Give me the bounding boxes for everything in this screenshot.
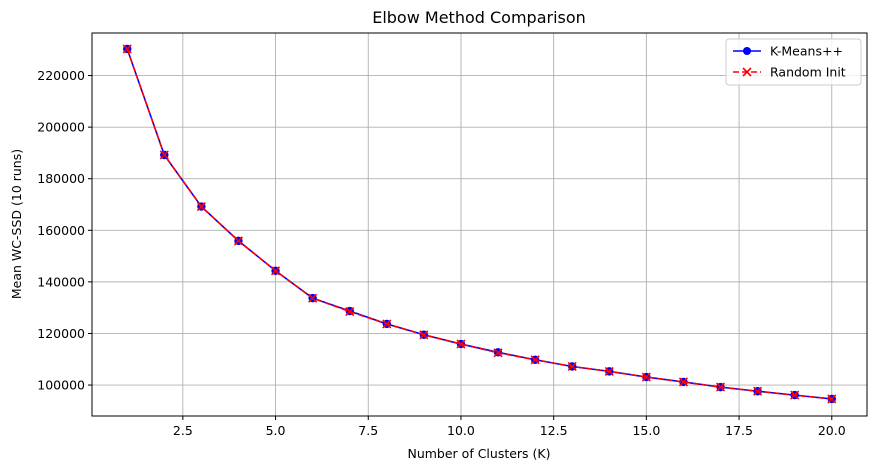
x-tick-label: 7.5 xyxy=(358,423,378,438)
plot-area xyxy=(92,33,867,416)
y-tick-label: 100000 xyxy=(37,378,85,393)
data-point xyxy=(790,390,800,400)
x-tick-label: 5.0 xyxy=(266,423,286,438)
series-random-init xyxy=(122,44,837,404)
legend: K-Means++ Random Init xyxy=(725,38,862,86)
data-point xyxy=(753,386,763,396)
y-tick-label: 220000 xyxy=(37,68,85,83)
data-point xyxy=(196,202,206,212)
data-point xyxy=(456,339,466,349)
data-point xyxy=(308,293,318,303)
y-tick-label: 160000 xyxy=(37,223,85,238)
series-layer xyxy=(122,44,837,404)
x-tick-label: 2.5 xyxy=(173,423,193,438)
data-point xyxy=(493,348,503,358)
data-point xyxy=(827,394,837,404)
legend-label-random: Random Init xyxy=(770,65,846,80)
data-point xyxy=(382,319,392,329)
data-point xyxy=(419,330,429,340)
data-point xyxy=(715,382,726,392)
legend-entry-random: Random Init xyxy=(733,65,846,80)
data-point xyxy=(530,355,540,365)
y-tick-label: 180000 xyxy=(37,171,85,186)
legend-kmeans-marker xyxy=(743,47,751,55)
plot-frame xyxy=(91,32,868,417)
x-axis-label: Number of Clusters (K) xyxy=(407,446,550,461)
y-tick-label: 200000 xyxy=(37,120,85,135)
data-point xyxy=(567,361,577,372)
y-axis-label: Mean WC-SSD (10 runs) xyxy=(9,149,24,299)
x-grid xyxy=(182,33,833,416)
data-point xyxy=(233,236,244,246)
x-tick-label: 10.0 xyxy=(447,423,475,438)
legend-entry-kmeans: K-Means++ xyxy=(733,44,843,59)
y-axis-ticks: 100000 120000 140000 160000 180000 200000 2200… xyxy=(37,68,92,393)
x-tick-label: 17.5 xyxy=(725,423,753,438)
data-point xyxy=(159,150,169,160)
legend-random-marker xyxy=(742,67,752,77)
chart-title: Elbow Method Comparison xyxy=(372,8,586,27)
y-grid xyxy=(92,75,867,386)
data-point xyxy=(270,266,281,276)
data-point xyxy=(604,366,614,376)
data-point xyxy=(641,372,651,382)
data-point xyxy=(122,44,132,54)
x-tick-label: 20.0 xyxy=(818,423,846,438)
x-tick-label: 15.0 xyxy=(632,423,660,438)
y-tick-label: 140000 xyxy=(37,274,85,289)
series-line-random-init xyxy=(126,48,832,400)
legend-label-kmeans: K-Means++ xyxy=(770,44,843,59)
data-point xyxy=(345,306,355,317)
data-point xyxy=(678,377,689,387)
y-tick-label: 120000 xyxy=(37,326,85,341)
x-tick-label: 12.5 xyxy=(540,423,568,438)
x-axis-ticks: 2.5 5.0 7.5 10.0 12.5 15.0 17.5 20.0 xyxy=(173,416,846,438)
